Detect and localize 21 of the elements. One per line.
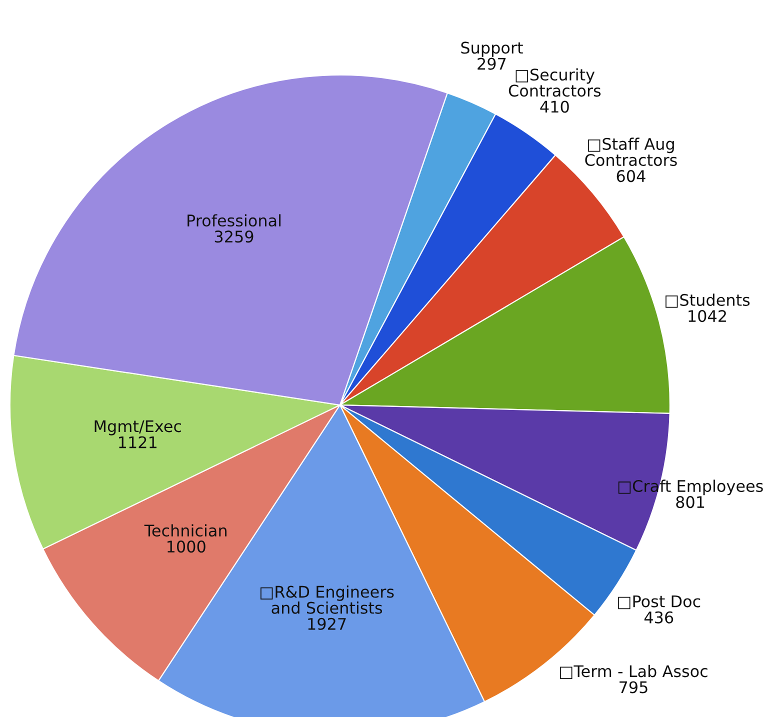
slice-label: □Staff Aug Contractors bbox=[585, 138, 677, 166]
data-label: 801 bbox=[676, 496, 704, 508]
slice-label: Technician bbox=[144, 524, 226, 537]
data-label: 1000 bbox=[168, 540, 206, 553]
slice-label: □Term - Lab Assoc bbox=[560, 664, 708, 679]
slice-label: □Security Contractors bbox=[508, 68, 601, 97]
data-label: 795 bbox=[620, 681, 648, 694]
data-label: 410 bbox=[540, 100, 569, 113]
data-label: 1042 bbox=[688, 310, 726, 322]
data-label: 3259 bbox=[214, 230, 254, 243]
data-label: 1927 bbox=[308, 618, 346, 630]
data-label: 604 bbox=[616, 170, 646, 182]
data-label: 436 bbox=[644, 611, 674, 624]
slice-label: Mgmt/Exec bbox=[94, 420, 182, 436]
slice-label: Support bbox=[461, 42, 523, 57]
slice-label: □Post Doc bbox=[618, 596, 700, 610]
slice-label: □Students bbox=[666, 294, 750, 308]
slice-label: □R&D Engineers and Scientists bbox=[260, 585, 394, 614]
data-label: 1121 bbox=[119, 436, 156, 448]
data-label: 297 bbox=[478, 58, 506, 70]
slice-label: Professional bbox=[188, 214, 281, 227]
